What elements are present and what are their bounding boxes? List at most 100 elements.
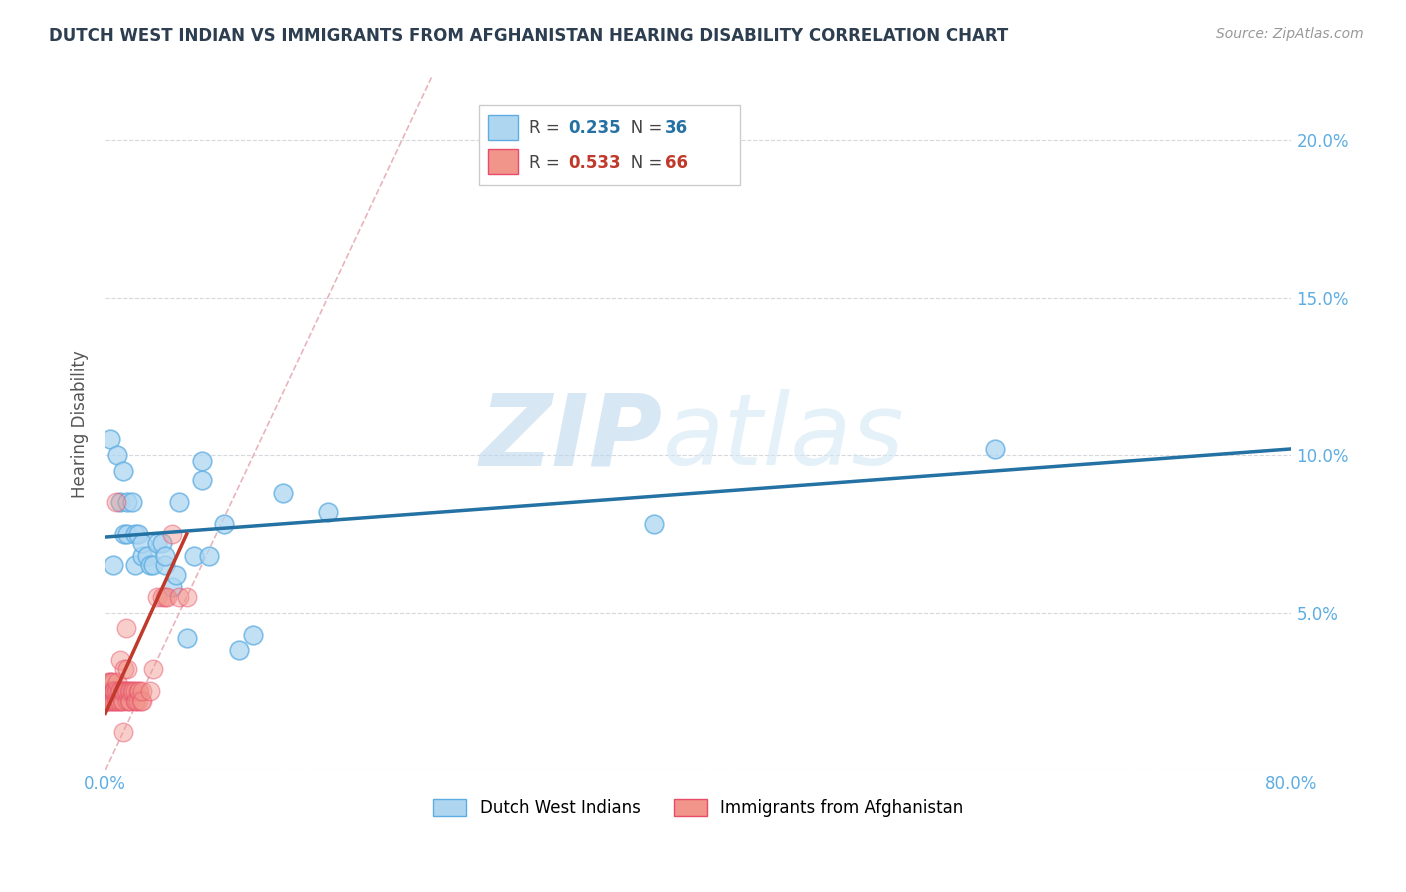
Point <box>146 536 169 550</box>
Point <box>101 694 124 708</box>
Point <box>125 694 148 708</box>
Point <box>98 433 121 447</box>
Point <box>115 684 138 698</box>
Text: R =: R = <box>529 119 565 137</box>
Point <box>100 694 122 708</box>
Point <box>124 558 146 573</box>
Point <box>131 549 153 563</box>
Point <box>97 674 120 689</box>
Point <box>107 684 129 698</box>
Point <box>98 694 121 708</box>
Point <box>142 558 165 573</box>
Point <box>118 694 141 708</box>
Point <box>101 558 124 573</box>
Point <box>124 694 146 708</box>
Point <box>101 684 124 698</box>
Point <box>104 694 127 708</box>
Point <box>153 590 176 604</box>
Point <box>114 662 136 676</box>
Point <box>643 517 665 532</box>
Point <box>131 536 153 550</box>
Point <box>120 694 142 708</box>
Text: 0.235: 0.235 <box>568 119 620 137</box>
Point <box>108 495 131 509</box>
Point <box>190 474 212 488</box>
Point <box>114 527 136 541</box>
FancyBboxPatch shape <box>488 150 517 175</box>
Point <box>105 694 128 708</box>
Point <box>131 684 153 698</box>
Point <box>97 694 120 708</box>
Point <box>121 684 143 698</box>
Point <box>212 517 235 532</box>
Point <box>107 694 129 708</box>
Point <box>105 674 128 689</box>
Point <box>117 527 139 541</box>
Point <box>142 662 165 676</box>
Text: ZIP: ZIP <box>479 389 662 486</box>
Point <box>984 442 1007 456</box>
Point <box>153 549 176 563</box>
Point <box>183 549 205 563</box>
Point <box>150 536 173 550</box>
Point <box>117 662 139 676</box>
Point <box>156 590 179 604</box>
Point <box>316 505 339 519</box>
Point <box>124 527 146 541</box>
Point <box>103 694 125 708</box>
Point <box>101 684 124 698</box>
Point <box>146 590 169 604</box>
Text: N =: N = <box>616 119 668 137</box>
Point <box>111 725 134 739</box>
Point <box>131 694 153 708</box>
Point <box>122 684 145 698</box>
FancyBboxPatch shape <box>488 115 517 140</box>
Point <box>128 684 150 698</box>
Point <box>117 684 139 698</box>
Text: 66: 66 <box>665 153 688 171</box>
Point <box>127 527 149 541</box>
Point <box>129 694 152 708</box>
Point <box>111 464 134 478</box>
Point <box>103 684 125 698</box>
Point <box>108 694 131 708</box>
Point <box>104 495 127 509</box>
Text: Source: ZipAtlas.com: Source: ZipAtlas.com <box>1216 27 1364 41</box>
Point <box>127 684 149 698</box>
Text: 0.533: 0.533 <box>568 153 620 171</box>
Point <box>111 684 134 698</box>
Point <box>108 684 131 698</box>
Point <box>98 674 121 689</box>
Point <box>190 454 212 468</box>
Y-axis label: Hearing Disability: Hearing Disability <box>72 350 89 498</box>
Point <box>96 684 118 698</box>
Point <box>153 558 176 573</box>
Point <box>176 631 198 645</box>
Text: DUTCH WEST INDIAN VS IMMIGRANTS FROM AFGHANISTAN HEARING DISABILITY CORRELATION : DUTCH WEST INDIAN VS IMMIGRANTS FROM AFG… <box>49 27 1008 45</box>
Point <box>118 684 141 698</box>
Point <box>98 684 121 698</box>
Point <box>114 684 136 698</box>
Text: R =: R = <box>529 153 565 171</box>
Point <box>169 495 191 509</box>
Point <box>98 684 121 698</box>
Point <box>160 581 183 595</box>
Point <box>111 694 134 708</box>
Point <box>198 549 221 563</box>
Point <box>103 684 125 698</box>
Point <box>120 684 142 698</box>
Text: atlas: atlas <box>662 389 904 486</box>
Point <box>135 549 157 563</box>
Point <box>228 643 250 657</box>
Point <box>242 627 264 641</box>
Point <box>104 684 127 698</box>
Point <box>271 486 294 500</box>
Point <box>110 694 132 708</box>
Text: 36: 36 <box>665 119 689 137</box>
Text: N =: N = <box>616 153 668 171</box>
Point <box>150 590 173 604</box>
Point <box>110 684 132 698</box>
Point <box>105 684 128 698</box>
Point <box>101 674 124 689</box>
Point <box>138 558 160 573</box>
